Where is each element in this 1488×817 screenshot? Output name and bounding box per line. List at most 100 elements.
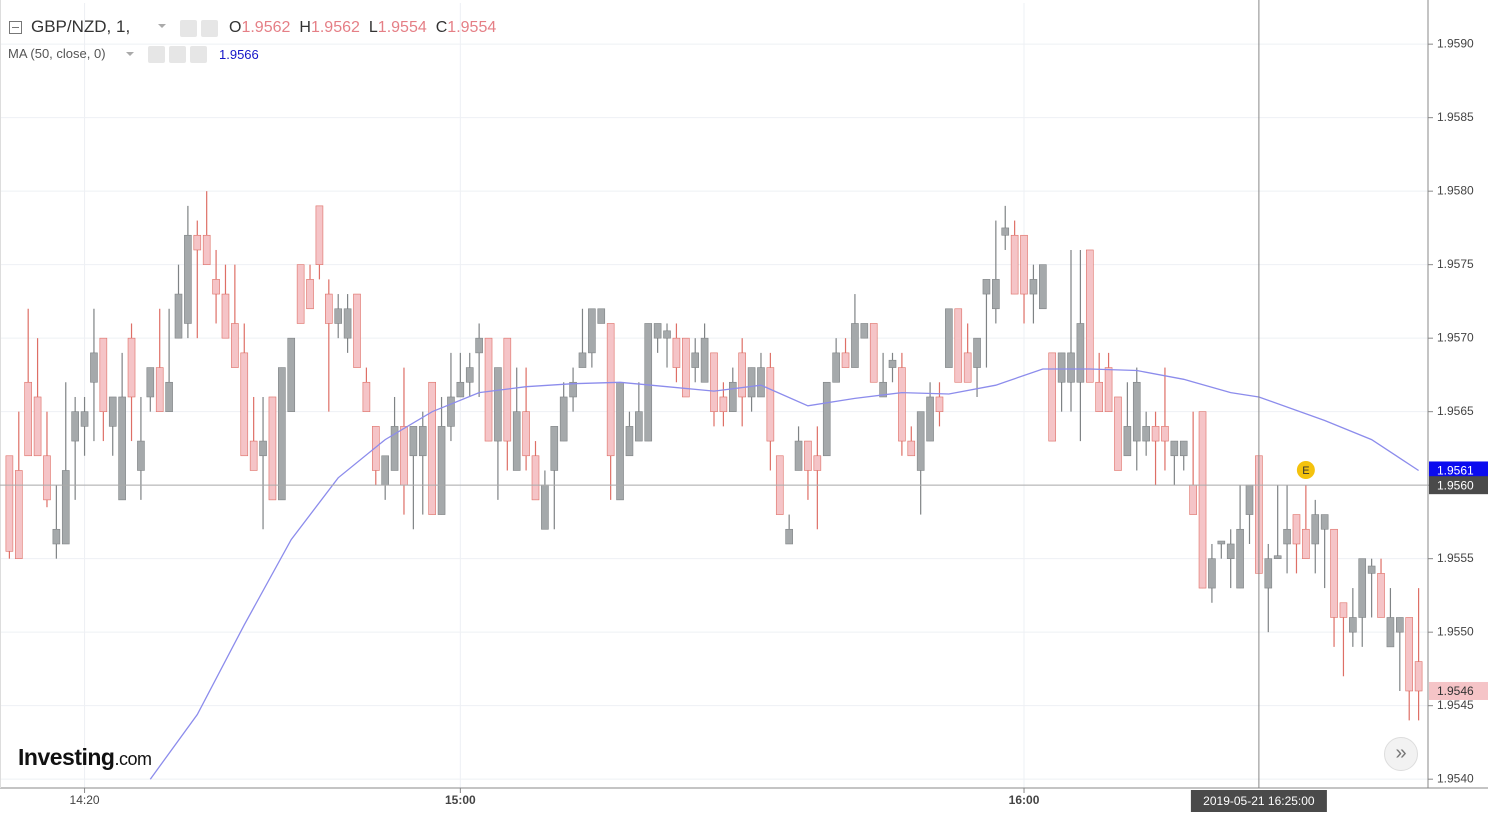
candle xyxy=(409,426,418,530)
price-label-box xyxy=(1429,476,1488,495)
candle-body xyxy=(146,367,155,398)
candle-body xyxy=(475,337,483,354)
candle xyxy=(785,514,793,545)
candle-body xyxy=(728,381,737,412)
candle-body xyxy=(1198,411,1207,589)
candle xyxy=(719,382,728,427)
candle-body xyxy=(879,381,887,398)
candle xyxy=(108,396,117,456)
candle xyxy=(325,279,333,412)
candle xyxy=(1076,249,1085,442)
candle-body xyxy=(588,308,596,354)
candle xyxy=(1396,617,1404,691)
candle-body xyxy=(841,352,850,368)
candle-body xyxy=(691,352,700,368)
candle-body xyxy=(447,396,455,427)
candle xyxy=(1414,588,1423,721)
candle-body xyxy=(1414,661,1423,692)
dropdown[interactable] xyxy=(126,52,134,56)
candle xyxy=(672,323,681,383)
candle-body xyxy=(353,293,361,368)
candle-body xyxy=(888,359,897,368)
candle-body xyxy=(5,455,14,552)
settings-button[interactable] xyxy=(201,20,218,37)
candle xyxy=(1236,485,1244,589)
candle xyxy=(804,440,812,500)
candle-body xyxy=(625,426,634,457)
candle-body xyxy=(1114,396,1122,471)
candle xyxy=(822,381,831,457)
dropdown[interactable] xyxy=(158,24,166,28)
candle xyxy=(973,337,981,397)
candle-body xyxy=(14,470,23,559)
candle-body xyxy=(1076,323,1085,383)
candle xyxy=(118,352,126,501)
y-tick-label: 1.9565 xyxy=(1437,404,1474,418)
candle-body xyxy=(982,279,991,295)
candle-body xyxy=(1048,352,1057,442)
price-label: 1.9560 xyxy=(1437,478,1474,492)
visibility-button[interactable] xyxy=(180,20,197,37)
candle-body xyxy=(1039,264,1047,310)
candle-body xyxy=(1292,514,1301,545)
candle-body xyxy=(682,337,690,398)
candle xyxy=(24,308,32,457)
ohlc-value: 1.9554 xyxy=(377,19,427,36)
candle-body xyxy=(1273,555,1282,559)
visibility-button[interactable] xyxy=(148,46,165,63)
candle xyxy=(841,338,850,368)
scroll-to-latest[interactable]: » xyxy=(1384,737,1418,771)
candle-body xyxy=(1029,279,1038,295)
moving-average xyxy=(149,368,1419,780)
candle-body xyxy=(672,337,681,368)
y-tick-label: 1.9590 xyxy=(1437,36,1474,50)
candle-body xyxy=(916,411,925,471)
candle xyxy=(71,396,79,500)
candle-body xyxy=(494,367,502,442)
candle-body xyxy=(212,279,220,295)
time-label: 2019-05-21 16:25:00 xyxy=(1203,794,1315,808)
candle-body xyxy=(315,205,324,265)
candle-body xyxy=(99,337,108,412)
candle xyxy=(898,352,906,456)
candle-body xyxy=(33,396,42,457)
candle-body xyxy=(1179,440,1188,457)
candle-body xyxy=(437,426,446,515)
plot xyxy=(5,191,1423,780)
candle xyxy=(1339,602,1348,677)
candle-body xyxy=(343,308,352,339)
indicator-value: 1.9566 xyxy=(219,47,259,62)
candle xyxy=(916,411,925,515)
candle-body xyxy=(1264,558,1273,589)
candle-body xyxy=(428,381,436,515)
candle xyxy=(1189,411,1197,515)
candle-body xyxy=(1320,514,1329,530)
symbol: GBP/NZD, 1, xyxy=(31,17,131,36)
candle-body xyxy=(851,323,859,368)
candle-body xyxy=(118,396,126,501)
candle-body xyxy=(1396,617,1404,633)
collapse-button[interactable] xyxy=(9,21,22,34)
remove-button[interactable] xyxy=(190,46,207,63)
candle xyxy=(1273,485,1282,559)
candle xyxy=(794,426,803,471)
candle xyxy=(212,249,220,324)
candle xyxy=(851,294,859,368)
candle-body xyxy=(512,411,521,471)
candle xyxy=(1405,617,1414,721)
candle-body xyxy=(973,337,981,368)
candle-body xyxy=(1302,528,1310,559)
y-tick-label: 1.9585 xyxy=(1437,110,1474,124)
ohlc-label: O xyxy=(229,19,242,36)
candle xyxy=(945,308,953,368)
candle xyxy=(1311,499,1320,574)
candle-body xyxy=(193,234,202,251)
candle-body xyxy=(757,367,765,398)
candle xyxy=(494,367,502,500)
event-marker xyxy=(1296,461,1315,479)
candle xyxy=(625,411,634,457)
settings-button[interactable] xyxy=(169,46,186,63)
candle xyxy=(437,396,446,515)
